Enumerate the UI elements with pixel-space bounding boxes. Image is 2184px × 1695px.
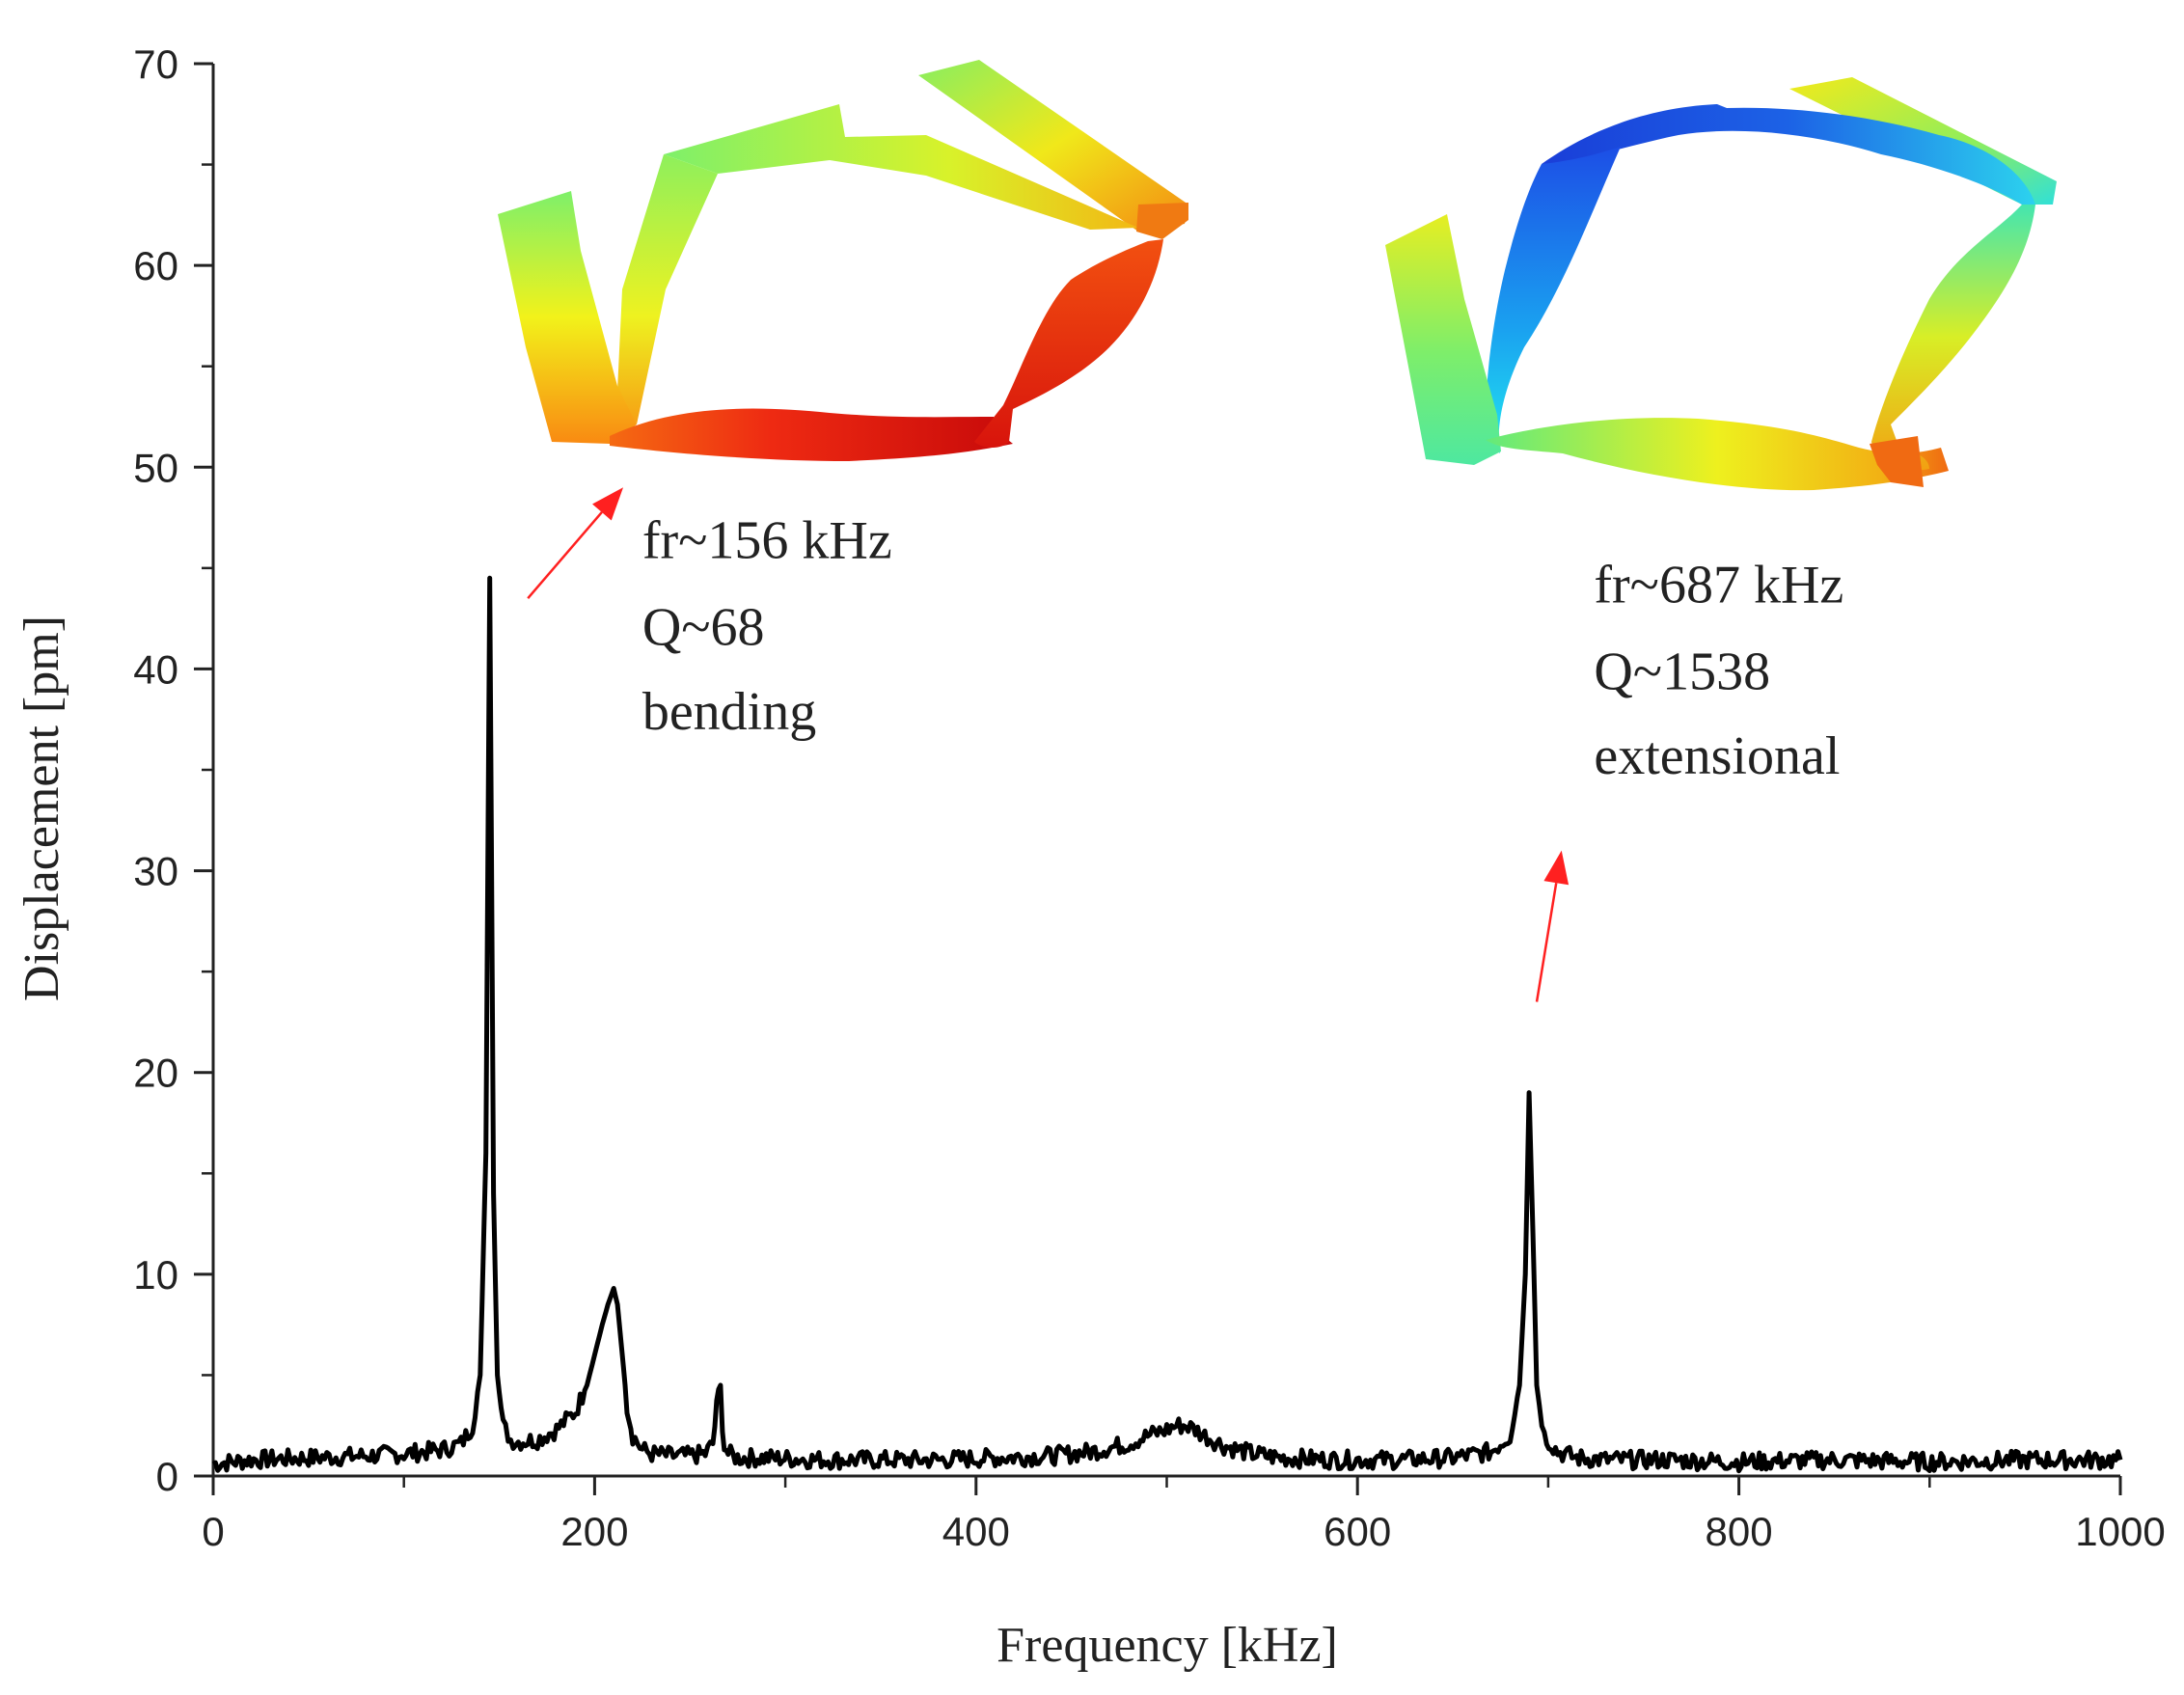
y-tick-label: 70 [133, 41, 178, 87]
x-tick-label: 200 [560, 1509, 628, 1554]
y-axis-ticks: 0 10 20 30 40 50 60 70 [133, 41, 213, 1499]
extensional-mode-arrow-shaft [1535, 883, 1558, 1002]
extensional-left-beam [1385, 214, 1501, 465]
y-tick-label: 60 [133, 243, 178, 288]
x-tick-label: 800 [1706, 1509, 1773, 1554]
annotations: fr~156 kHz Q~68 bending fr~687 kHz Q~1538 ext… [642, 510, 1843, 786]
annotation-text: fr~156 kHz [642, 510, 892, 570]
x-axis-title: Frequency [kHz] [996, 1618, 1338, 1673]
bending-right-beam [974, 239, 1163, 448]
spectrum-line [211, 575, 2123, 1474]
x-axis-ticks: 0 200 400 600 800 1000 [202, 1476, 2166, 1554]
annotation-text: Q~68 [642, 597, 765, 657]
x-tick-label: 0 [202, 1509, 224, 1554]
extensional-mode-shape [1385, 77, 2057, 491]
y-tick-label: 30 [133, 849, 178, 894]
bending-top-beam [664, 104, 1138, 230]
extensional-inner-beam [1485, 147, 1621, 453]
bending-top-right-beam [918, 60, 1188, 232]
y-tick-label: 20 [133, 1051, 178, 1096]
annotation-text: fr~687 kHz [1594, 555, 1843, 615]
extensional-right-beam [1871, 205, 2035, 471]
bending-mode-arrow-shaft [527, 511, 603, 600]
y-tick-label: 40 [133, 646, 178, 692]
annotation-arrows [527, 487, 1570, 1002]
extensional-top-beam [1542, 104, 2035, 205]
annotation-text: Q~1538 [1594, 642, 1770, 701]
x-tick-label: 1000 [2075, 1509, 2165, 1554]
bending-inner-beam [617, 154, 718, 424]
y-tick-label: 0 [156, 1454, 178, 1499]
x-tick-label: 600 [1324, 1509, 1391, 1554]
extensional-bottom-beam [1486, 418, 1949, 491]
bending-left-beam [498, 191, 637, 444]
bending-mode-shape [498, 60, 1188, 461]
y-tick-label: 10 [133, 1252, 178, 1298]
bending-bottom-beam [610, 408, 1013, 461]
x-tick-label: 400 [942, 1509, 1010, 1554]
extensional-mode-arrow-head [1543, 850, 1570, 886]
y-axis-title: Displacement [pm] [14, 615, 69, 1001]
annotation-text: extensional [1594, 726, 1840, 786]
annotation-text: bending [642, 682, 816, 742]
y-tick-label: 50 [133, 445, 178, 490]
bending-right-corner [1136, 203, 1188, 239]
bending-mode-arrow-head [592, 487, 624, 521]
extensional-bottom-right-corner [1870, 436, 1924, 487]
